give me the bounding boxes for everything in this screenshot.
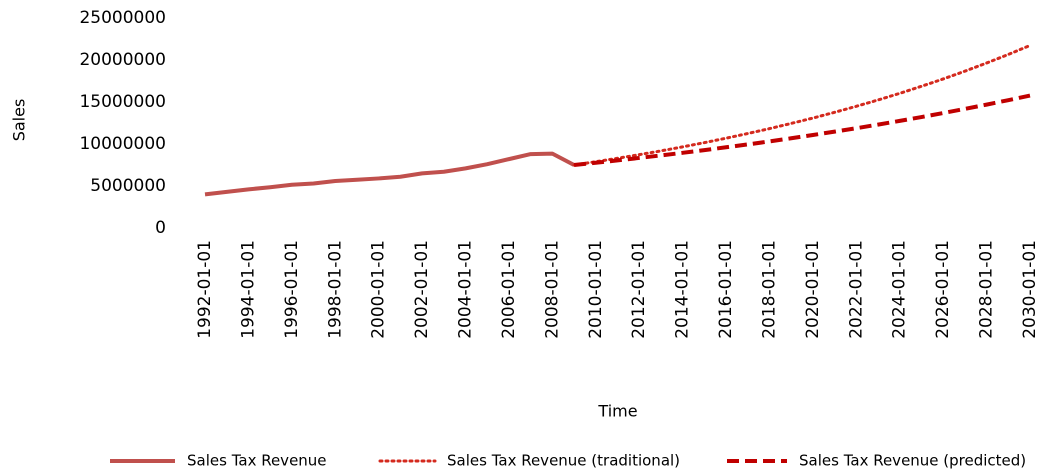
x-tick-label: 2024-01-01: [890, 240, 910, 339]
x-tick-label: 2022-01-01: [846, 240, 866, 339]
x-tick-label: 1994-01-01: [238, 240, 258, 339]
x-tick-label: 2000-01-01: [369, 240, 389, 339]
series-line: [573, 93, 1031, 167]
x-tick-label: 2012-01-01: [629, 240, 649, 339]
y-tick-label: 0: [155, 218, 166, 238]
x-tick-label: 2008-01-01: [542, 240, 562, 339]
x-tick-label: 2018-01-01: [759, 240, 779, 339]
y-tick-label: 15000000: [79, 92, 166, 112]
x-tick-label: 2016-01-01: [716, 240, 736, 339]
x-tick-label: 2002-01-01: [412, 240, 432, 339]
x-tick-label: 2026-01-01: [933, 240, 953, 339]
x-tick-label: 1992-01-01: [195, 240, 215, 339]
x-tick-label: 2006-01-01: [499, 240, 519, 339]
series-line: [572, 43, 1032, 167]
x-tick-label: 2020-01-01: [803, 240, 823, 339]
y-tick-label: 25000000: [79, 8, 166, 28]
legend-label: Sales Tax Revenue (traditional): [447, 452, 680, 470]
y-tick-label: 10000000: [79, 134, 166, 154]
x-tick-label: 2004-01-01: [456, 240, 476, 339]
legend-label: Sales Tax Revenue: [187, 452, 327, 470]
y-axis-label: Sales: [10, 99, 29, 142]
x-tick-label: 2028-01-01: [977, 240, 997, 339]
x-tick-label: 2030-01-01: [1020, 240, 1040, 339]
x-axis-label: Time: [597, 402, 637, 421]
x-tick-label: 1996-01-01: [282, 240, 302, 339]
series-line: [204, 151, 576, 197]
y-tick-label: 20000000: [79, 50, 166, 70]
x-tick-label: 2010-01-01: [586, 240, 606, 339]
x-tick-label: 1998-01-01: [325, 240, 345, 339]
y-tick-label: 5000000: [90, 176, 166, 196]
legend-label: Sales Tax Revenue (predicted): [799, 452, 1026, 470]
x-tick-label: 2014-01-01: [673, 240, 693, 339]
